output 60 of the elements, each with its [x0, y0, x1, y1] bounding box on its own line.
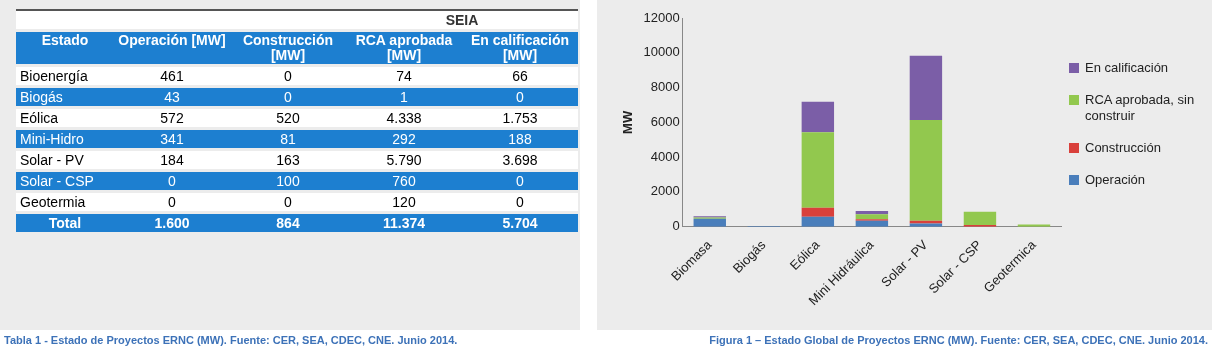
- y-tick-label: 6000: [650, 113, 680, 129]
- data-label: 81: [230, 130, 346, 148]
- category-label: Eólica: [16, 109, 114, 127]
- y-tick-label: 4000: [650, 148, 680, 164]
- data-label: 0: [230, 67, 346, 85]
- y-tick-label: 8000: [650, 79, 680, 95]
- data-label: 520: [230, 109, 346, 127]
- series-label: Construcción [MW]: [230, 32, 346, 64]
- y-tick-label: 0: [672, 218, 680, 234]
- data-label: 4.338: [346, 109, 462, 127]
- data-label: 43: [114, 88, 230, 106]
- data-label: 0: [230, 193, 346, 211]
- data-label: 66: [462, 67, 578, 85]
- series-label: Operación [MW]: [114, 32, 230, 64]
- data-label: 572: [114, 109, 230, 127]
- data-label: 100: [230, 172, 346, 190]
- data-label: 120: [346, 193, 462, 211]
- legend-label: Construcción: [1085, 140, 1161, 155]
- legend-label: Operación: [1085, 172, 1145, 187]
- y-tick-label: 12000: [643, 9, 680, 25]
- category-label: Mini-Hidro: [16, 130, 114, 148]
- text: SEIA: [346, 9, 578, 29]
- category-label: Solar - CSP: [16, 172, 114, 190]
- data-label: 0: [462, 193, 578, 211]
- category-label: Solar - PV: [16, 151, 114, 169]
- data-label: 341: [114, 130, 230, 148]
- category-label: Biogás: [16, 88, 114, 106]
- data-label: 0: [114, 172, 230, 190]
- data-label: 0: [114, 193, 230, 211]
- data-label: 1.753: [462, 109, 578, 127]
- data-label: 864: [230, 214, 346, 232]
- y-axis-title: MW: [620, 110, 636, 134]
- series-label: En calificación [MW]: [462, 32, 578, 64]
- data-label: 760: [346, 172, 462, 190]
- data-label: 11.374: [346, 214, 462, 232]
- text: Tabla 1 - Estado de Proyectos ERNC (MW). Fuente: CER, SEA, CDEC, CNE. Junio 2014.: [4, 334, 458, 346]
- data-label: 184: [114, 151, 230, 169]
- data-label: 3.698: [462, 151, 578, 169]
- y-tick-label: 2000: [650, 183, 680, 199]
- data-label: 461: [114, 67, 230, 85]
- category-label: Geotermia: [16, 193, 114, 211]
- text: Figura 1 – Estado Global de Proyectos ERNC (MW). Fuente: CER, SEA, CDEC, CNE. Junio 2014.: [709, 334, 1208, 346]
- category-label: Total: [16, 214, 114, 232]
- data-label: 188: [462, 130, 578, 148]
- legend-label: En calificación: [1085, 60, 1169, 75]
- legend-label: RCA aprobada, sin construir: [1085, 92, 1195, 123]
- data-label: 74: [346, 67, 462, 85]
- series-label: RCA aprobada [MW]: [346, 32, 462, 64]
- text: Estado: [16, 32, 114, 64]
- data-label: 0: [462, 88, 578, 106]
- data-label: 1.600: [114, 214, 230, 232]
- data-label: 292: [346, 130, 462, 148]
- data-label: 5.790: [346, 151, 462, 169]
- data-label: 163: [230, 151, 346, 169]
- y-tick-label: 10000: [643, 44, 680, 60]
- data-label: 0: [462, 172, 578, 190]
- data-label: 5.704: [462, 214, 578, 232]
- category-label: Bioenergía: [16, 67, 114, 85]
- data-label: 0: [230, 88, 346, 106]
- data-label: 1: [346, 88, 462, 106]
